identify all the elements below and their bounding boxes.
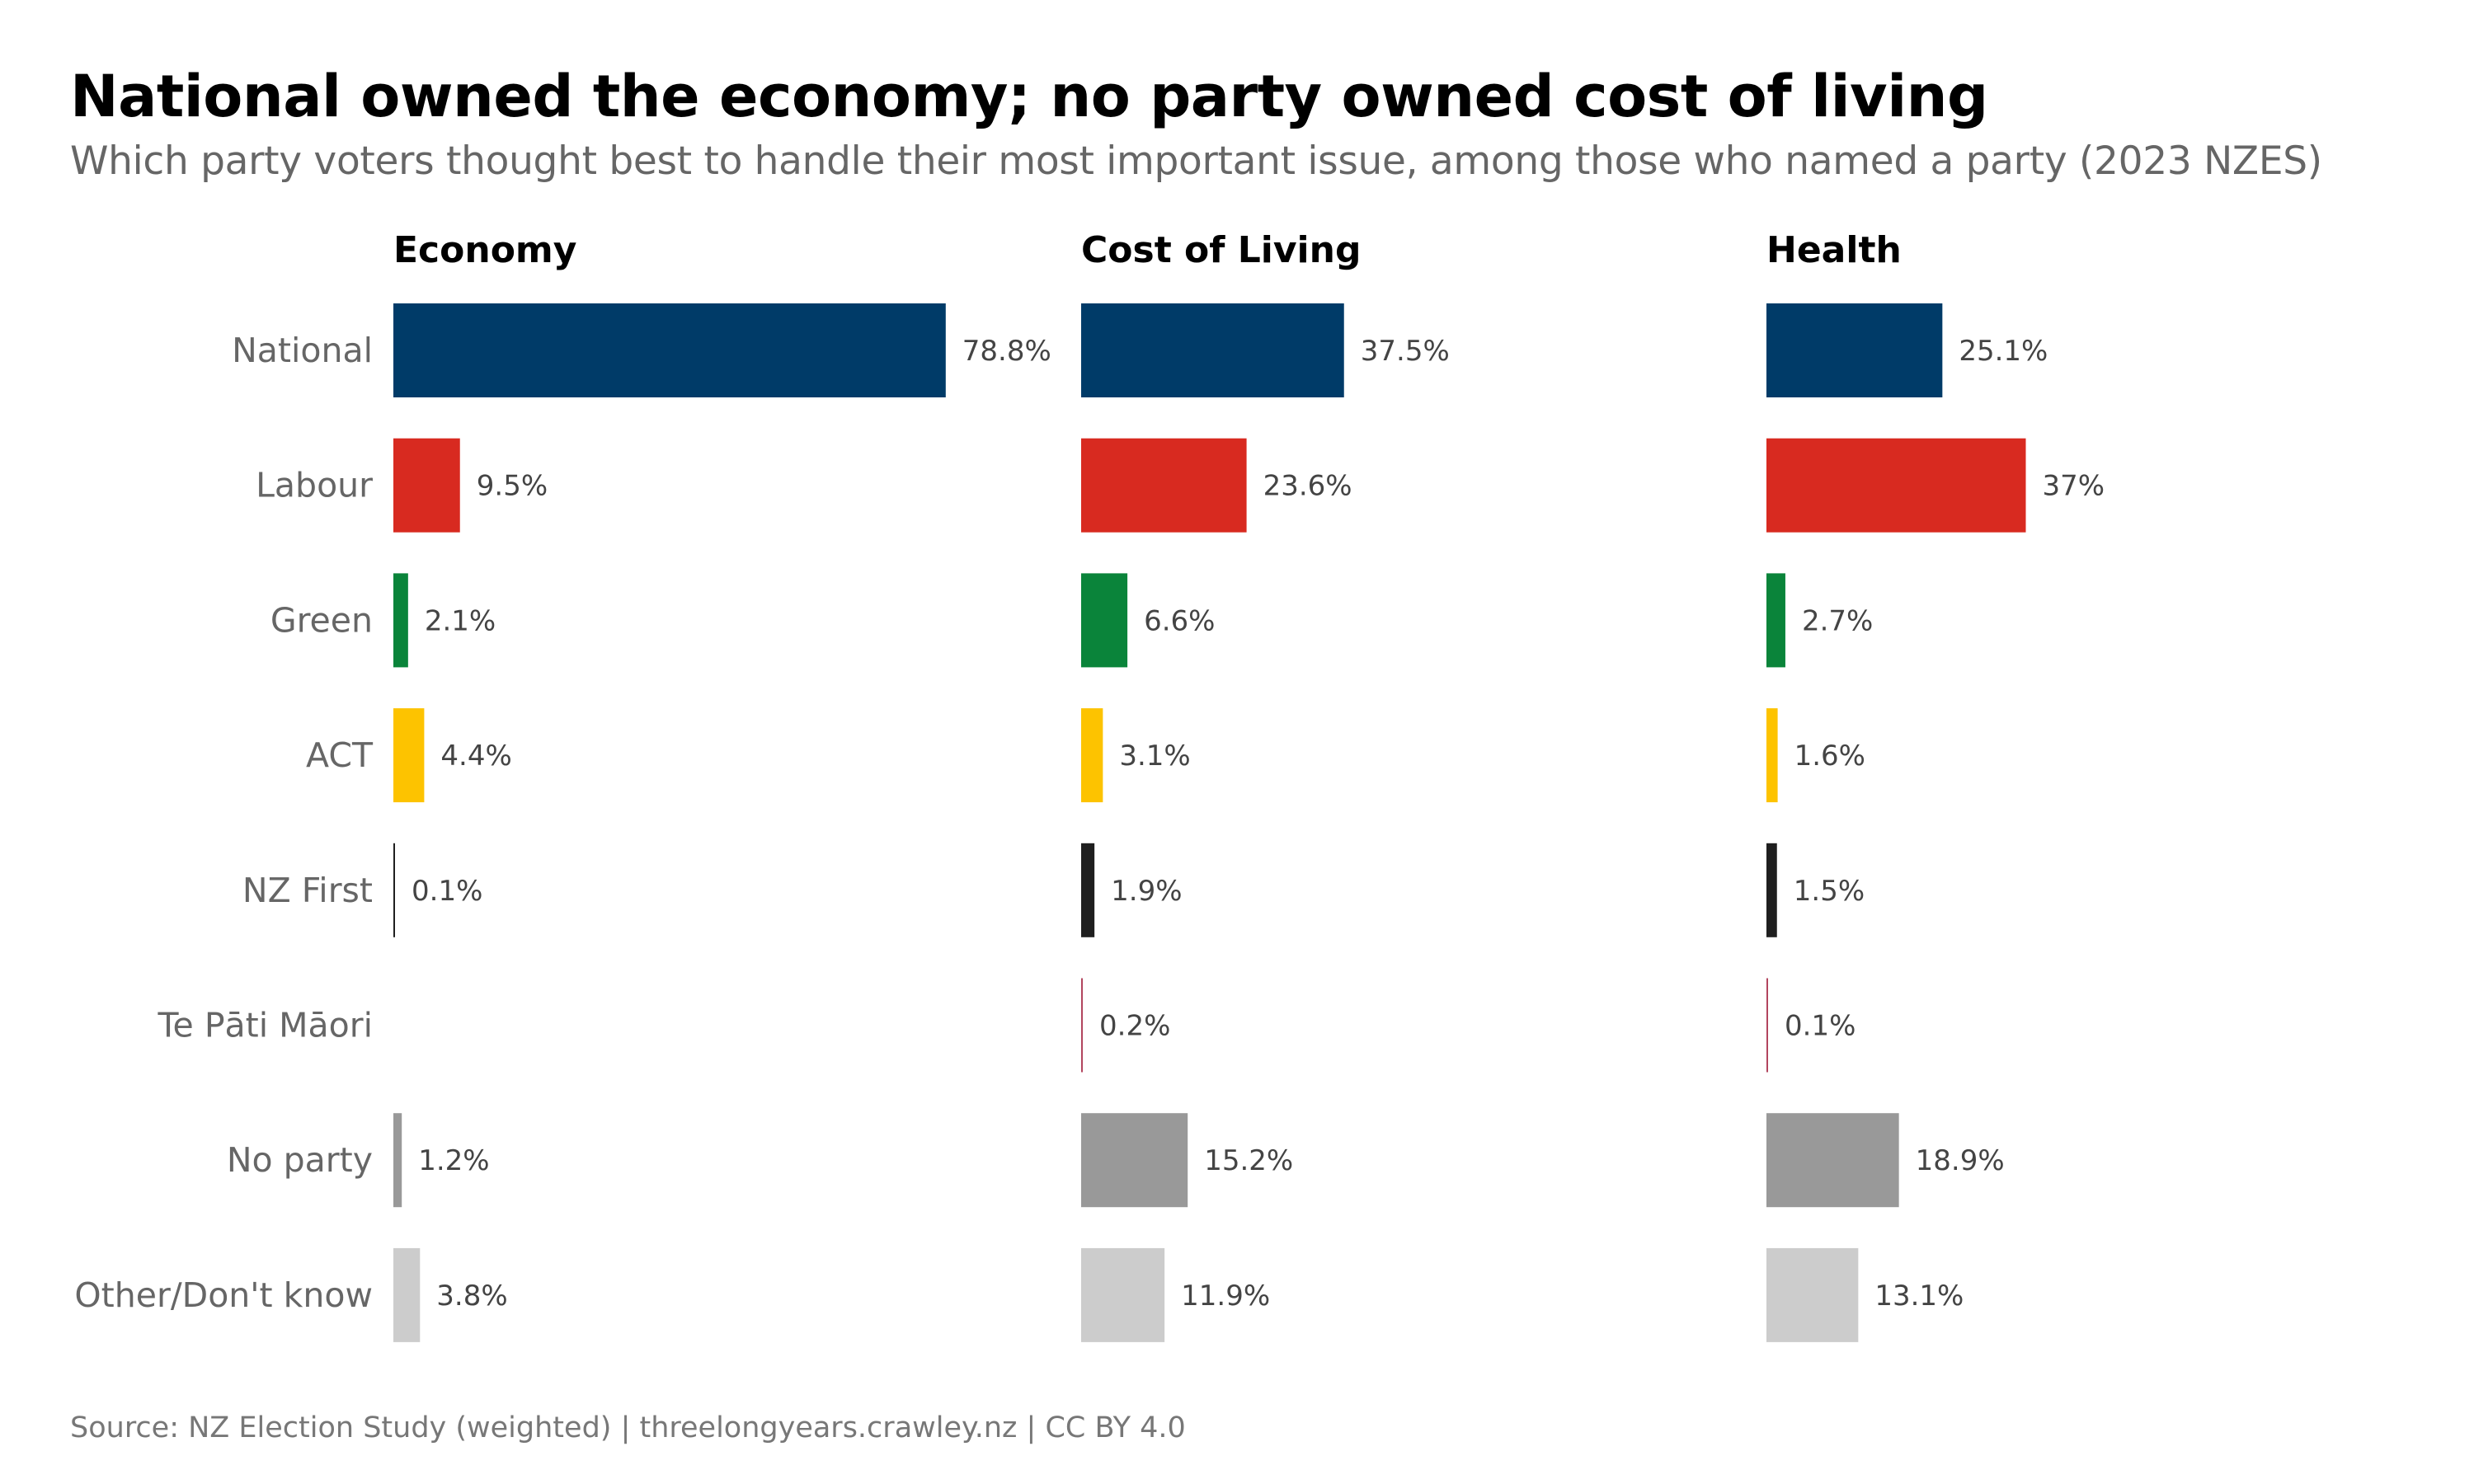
data-label: 23.6%	[1263, 470, 1352, 503]
bar	[393, 438, 460, 533]
bar	[1766, 978, 1768, 1073]
bar	[393, 843, 395, 937]
bar	[1766, 1247, 1859, 1342]
bar	[393, 708, 425, 803]
category-label: Te Pāti Māori	[157, 1006, 373, 1045]
data-label: 2.7%	[1802, 604, 1873, 637]
data-label: 37.5%	[1361, 335, 1450, 368]
data-label: 18.9%	[1916, 1144, 2005, 1177]
data-label: 13.1%	[1874, 1280, 1964, 1313]
bar	[393, 1113, 402, 1208]
data-label: 6.6%	[1144, 604, 1215, 637]
data-label: 0.1%	[412, 875, 482, 908]
chart-subtitle: Which party voters thought best to handl…	[70, 139, 2322, 184]
bar	[1766, 438, 2026, 533]
data-label: 15.2%	[1204, 1144, 1293, 1177]
bar	[1766, 573, 1785, 668]
bar	[1081, 438, 1247, 533]
data-label: 2.1%	[425, 604, 496, 637]
category-label: National	[232, 331, 373, 370]
bar	[393, 573, 408, 668]
category-label: Green	[270, 600, 373, 640]
bar	[1766, 708, 1778, 803]
bar	[1081, 708, 1103, 803]
data-label: 9.5%	[477, 470, 548, 503]
bar	[1081, 1247, 1165, 1342]
bar	[1081, 978, 1083, 1073]
data-label: 11.9%	[1181, 1280, 1270, 1313]
category-label: NZ First	[242, 871, 373, 910]
bar	[1766, 1113, 1899, 1208]
bar	[1081, 303, 1344, 397]
bar	[1081, 573, 1128, 668]
data-label: 3.1%	[1119, 740, 1190, 773]
facet-title: Economy	[393, 229, 576, 271]
facet-title: Cost of Living	[1081, 229, 1361, 271]
data-label: 1.5%	[1794, 875, 1865, 908]
data-label: 1.6%	[1794, 740, 1865, 773]
data-label: 25.1%	[1959, 335, 2048, 368]
data-label: 37%	[2043, 470, 2105, 503]
bar	[1766, 843, 1777, 937]
data-label: 0.1%	[1785, 1010, 1856, 1043]
data-label: 0.2%	[1099, 1010, 1170, 1043]
bar	[1766, 303, 1943, 397]
source-note: Source: NZ Election Study (weighted) | t…	[70, 1411, 1186, 1444]
category-label: Labour	[256, 466, 373, 505]
data-label: 78.8%	[962, 335, 1051, 368]
category-label: ACT	[306, 735, 374, 775]
data-label: 1.2%	[418, 1144, 489, 1177]
bar	[393, 1247, 421, 1342]
chart-title: National owned the economy; no party own…	[70, 63, 1988, 130]
facet-title: Health	[1766, 229, 1902, 271]
bar	[1081, 843, 1095, 937]
category-label: Other/Don't know	[74, 1275, 373, 1315]
category-label: No party	[227, 1140, 373, 1180]
bar	[393, 303, 946, 397]
data-label: 4.4%	[440, 740, 511, 773]
data-label: 3.8%	[436, 1280, 507, 1313]
bar	[1081, 1113, 1188, 1208]
data-label: 1.9%	[1111, 875, 1182, 908]
